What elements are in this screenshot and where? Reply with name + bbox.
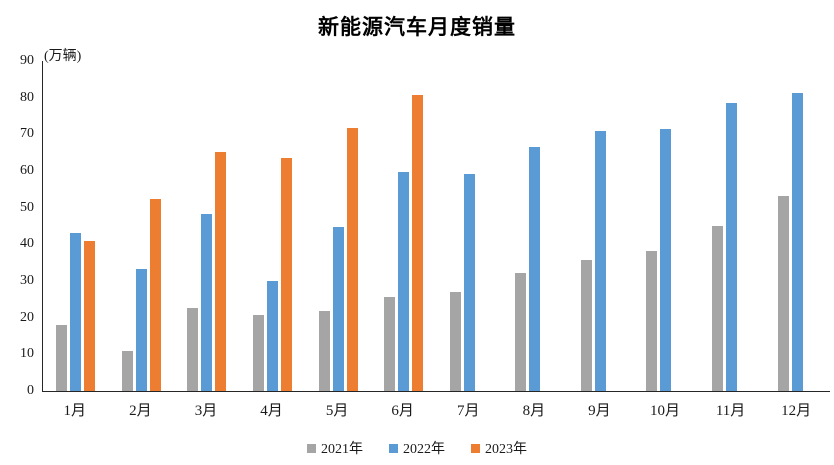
y-tick-60: 60	[20, 163, 34, 178]
bar-2021-m7	[449, 291, 461, 391]
bar-2023-m5	[346, 128, 358, 391]
bar-group-11	[699, 61, 765, 391]
legend: 2021年 2022年 2023年	[0, 438, 834, 458]
x-tick-8: 8月	[522, 403, 546, 419]
x-tick-9: 9月	[588, 403, 611, 419]
bar-2022-m2	[135, 268, 147, 391]
bar-2022-m5	[332, 227, 344, 391]
bar-2023-m6	[412, 95, 424, 391]
bar-group-2	[109, 61, 175, 391]
bar-2022-m6	[398, 172, 410, 391]
x-tick-11: 11月	[715, 403, 746, 419]
x-axis-labels: 1月 2月 3月 4月 5月 6月 7月 8月 9月 10月 11月 12月	[42, 399, 829, 420]
y-axis-unit-label: (万辆)	[44, 49, 82, 64]
x-tick-2: 2月	[129, 403, 152, 419]
bar-2021-m12	[777, 196, 789, 391]
bar-group-12	[764, 61, 830, 391]
legend-swatch-icon	[471, 443, 480, 453]
bar-group-9	[568, 61, 634, 391]
bar-2021-m2	[121, 350, 133, 391]
x-tick-7: 7月	[457, 403, 480, 419]
chart-title: 新能源汽车月度销量	[318, 15, 516, 39]
bar-2022-m12	[791, 92, 803, 391]
bar-2022-m10	[660, 129, 672, 391]
bar-2021-m8	[515, 273, 527, 391]
legend-label: 2022年	[403, 442, 445, 457]
legend-label: 2023年	[485, 442, 527, 457]
bar-group-3	[174, 61, 240, 391]
legend-swatch-icon	[307, 443, 316, 453]
bar-2021-m5	[318, 311, 330, 391]
x-tick-12: 12月	[781, 403, 812, 419]
y-tick-90: 90	[20, 53, 34, 68]
bar-2022-m4	[267, 281, 279, 391]
y-tick-50: 50	[20, 199, 34, 215]
x-tick-1: 1月	[63, 403, 87, 419]
legend-label: 2021年	[321, 442, 363, 457]
bar-2022-m7	[463, 173, 475, 391]
y-tick-80: 80	[20, 89, 34, 105]
bar-2023-m4	[281, 157, 293, 391]
bar-group-6	[371, 61, 437, 391]
x-tick-10: 10月	[649, 403, 680, 419]
y-tick-10: 10	[20, 346, 34, 362]
legend-item-2021: 2021年	[307, 438, 363, 458]
bar-group-10	[633, 61, 699, 391]
bar-2021-m6	[384, 297, 396, 391]
bar-group-8	[502, 61, 568, 391]
bar-2023-m2	[149, 198, 161, 391]
bar-2021-m1	[56, 325, 68, 391]
bar-2023-m3	[215, 151, 227, 391]
y-tick-30: 30	[20, 273, 34, 288]
bar-2022-m11	[726, 102, 738, 391]
bar-2023-m1	[84, 241, 96, 391]
bar-2021-m11	[712, 226, 724, 391]
bar-2021-m10	[646, 250, 658, 391]
plot-area	[42, 61, 830, 392]
bar-2021-m3	[187, 308, 199, 391]
y-tick-40: 40	[20, 236, 34, 252]
bar-2021-m9	[580, 260, 592, 391]
y-tick-20: 20	[20, 309, 34, 325]
x-tick-3: 3月	[194, 403, 218, 419]
bar-2022-m8	[529, 146, 541, 391]
bar-group-7	[436, 61, 502, 391]
x-tick-6: 6月	[391, 403, 414, 419]
x-tick-5: 5月	[325, 403, 349, 419]
bar-group-4	[240, 61, 306, 391]
bar-group-5	[305, 61, 371, 391]
legend-item-2023: 2023年	[471, 438, 527, 458]
y-axis-tick-labels: 0 10 20 30 40 50 60 70 80 90	[0, 53, 34, 398]
y-tick-0: 0	[27, 383, 34, 398]
bar-2022-m1	[70, 232, 82, 391]
legend-swatch-icon	[389, 443, 398, 453]
legend-item-2022: 2022年	[389, 438, 445, 458]
x-tick-4: 4月	[260, 403, 283, 419]
bar-2021-m4	[253, 315, 265, 391]
bar-2022-m3	[201, 213, 213, 391]
bar-2022-m9	[594, 131, 606, 391]
bar-group-1	[43, 61, 109, 391]
y-tick-70: 70	[20, 126, 34, 142]
